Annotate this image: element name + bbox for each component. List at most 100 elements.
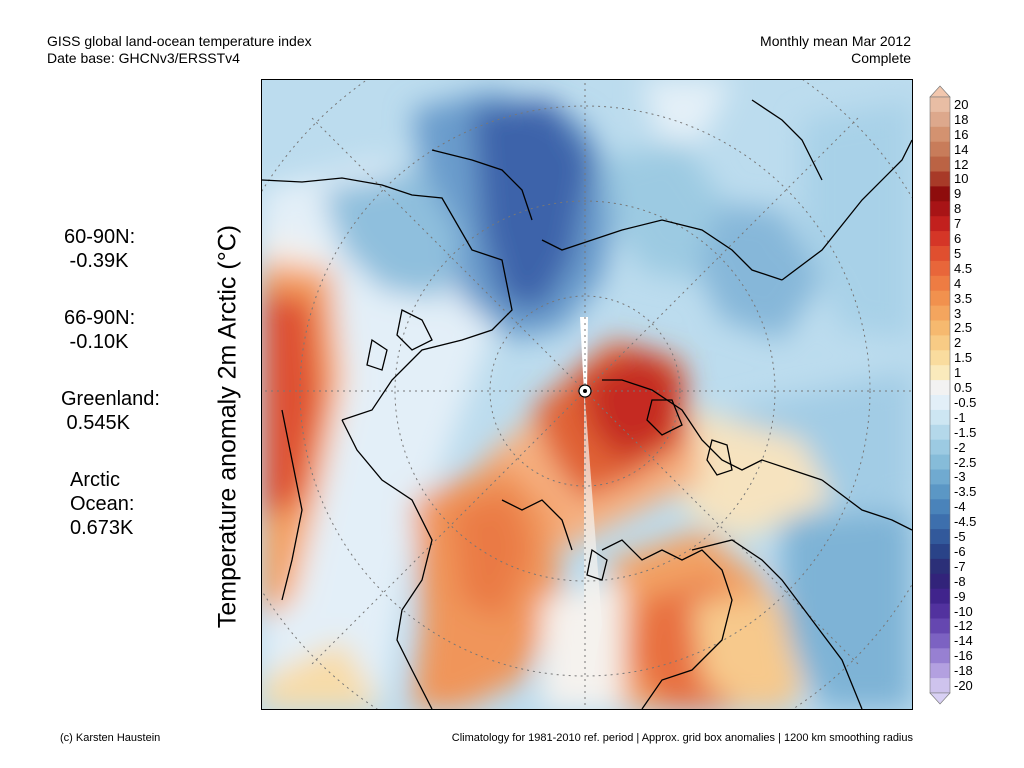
colorbar-swatch [930, 529, 950, 545]
credit: (c) Karsten Haustein [60, 732, 161, 744]
colorbar-label: -10 [954, 603, 973, 619]
colorbar-swatch [930, 216, 950, 232]
colorbar-label: 1.5 [954, 350, 973, 366]
anomaly-map [261, 79, 913, 710]
stat-value: -0.10K [64, 331, 129, 353]
map-canvas [262, 80, 912, 709]
colorbar-label: 20 [954, 96, 969, 112]
colorbar-swatch [930, 499, 950, 515]
colorbar-swatch [930, 618, 950, 634]
colorbar-swatch [930, 186, 950, 202]
stat-arctic-ocean: Arctic Ocean: 0.673K [70, 468, 134, 540]
colorbar-label: 0.5 [954, 380, 973, 396]
colorbar-label: -5 [954, 529, 966, 545]
colorbar-swatch [930, 350, 950, 366]
colorbar-swatch [930, 231, 950, 247]
stat-value: -0.39K [64, 250, 129, 272]
period-label: Monthly mean Mar 2012 [760, 33, 911, 49]
stat-label: Arctic [70, 469, 120, 491]
database-label: Date base: GHCNv3/ERSSTv4 [47, 50, 240, 66]
colorbar-label: -4.5 [954, 514, 977, 530]
colorbar-label: 8 [954, 201, 962, 217]
colorbar-swatch [930, 290, 950, 307]
colorbar-label: 4.5 [954, 260, 973, 276]
colorbar-swatch [930, 573, 950, 590]
stat-label: 60-90N: [64, 226, 136, 248]
colorbar-swatch [930, 320, 950, 336]
colorbar-swatch [930, 380, 950, 396]
colorbar-label: 16 [954, 126, 969, 142]
colorbar-swatch [930, 395, 950, 411]
colorbar-label: -2.5 [954, 454, 977, 470]
stat-value: 0.673K [70, 517, 134, 539]
colorbar-swatch [930, 439, 950, 456]
colorbar-label: -3 [954, 469, 966, 485]
colorbar-label: 14 [954, 141, 969, 157]
colorbar-label: 3.5 [954, 290, 973, 306]
colorbar-swatch [930, 544, 950, 560]
colorbar-swatch [930, 201, 950, 217]
colorbar-swatch [930, 484, 950, 500]
colorbar-label: 5 [954, 245, 962, 261]
colorbar-scale [929, 85, 951, 705]
north-pole-dot [583, 389, 587, 393]
colorbar-swatch [930, 126, 950, 143]
colorbar-swatch [930, 275, 950, 292]
colorbar-label: 2 [954, 335, 962, 351]
dataset-title: GISS global land-ocean temperature index [47, 33, 312, 49]
colorbar-label: 3 [954, 305, 962, 321]
stat-60-90n: 60-90N: -0.39K [64, 225, 135, 273]
colorbar-label: -7 [954, 558, 966, 574]
colorbar-swatch [930, 469, 950, 485]
colorbar-label: -4 [954, 499, 966, 515]
colorbar-label: 10 [954, 171, 969, 187]
colorbar-label: -6 [954, 543, 966, 559]
colorbar-swatch [930, 424, 950, 441]
colorbar-label: 18 [954, 111, 969, 127]
colorbar-swatch [930, 603, 950, 619]
colorbar-swatch [930, 141, 950, 158]
colorbar-label: -9 [954, 588, 966, 604]
colorbar-label: 4 [954, 275, 962, 291]
stat-66-90n: 66-90N: -0.10K [64, 306, 135, 354]
colorbar-label: 2.5 [954, 320, 973, 336]
colorbar-swatch [930, 335, 950, 351]
colorbar-swatch [930, 648, 950, 664]
colorbar-label: -3.5 [954, 484, 977, 500]
colorbar-swatch [930, 558, 950, 575]
anomaly-field [262, 80, 912, 709]
colorbar-label: -2 [954, 439, 966, 455]
colorbar-label: -12 [954, 618, 973, 634]
colorbar-label: 12 [954, 156, 969, 172]
neutral-band [584, 385, 602, 680]
colorbar-swatch [930, 97, 950, 113]
colorbar-label: 1 [954, 365, 962, 381]
colorbar-bottom-arrow [929, 692, 951, 705]
colorbar-label: -14 [954, 633, 973, 649]
colorbar-swatch [930, 663, 950, 679]
stat-label: Greenland: [61, 388, 160, 410]
colorbar-swatch [930, 678, 950, 694]
header-left: GISS global land-ocean temperature index… [47, 33, 312, 67]
stat-greenland: Greenland: 0.545K [61, 387, 160, 435]
stat-label-2: Ocean: [70, 493, 135, 515]
colorbar-swatch [930, 409, 950, 426]
coastlines [262, 99, 912, 709]
colorbar-label: 9 [954, 186, 962, 202]
colorbar-label: -1.5 [954, 424, 977, 440]
colorbar-label: 7 [954, 216, 962, 232]
colorbar-top-arrow [929, 85, 951, 98]
colorbar-swatch [930, 514, 950, 530]
colorbar-swatch [930, 171, 950, 187]
colorbar-label: -16 [954, 648, 973, 664]
graticule [262, 80, 912, 709]
colorbar-label: -20 [954, 678, 973, 694]
colorbar-label: 6 [954, 231, 962, 247]
colorbar [929, 85, 951, 710]
no-data-wedge [580, 317, 588, 392]
colorbar-swatch [930, 156, 950, 172]
colorbar-swatch [930, 588, 950, 605]
map-axis-label: Temperature anomaly 2m Arctic (°C) [213, 224, 242, 629]
stat-value: 0.545K [61, 412, 130, 434]
colorbar-swatch [930, 246, 950, 262]
